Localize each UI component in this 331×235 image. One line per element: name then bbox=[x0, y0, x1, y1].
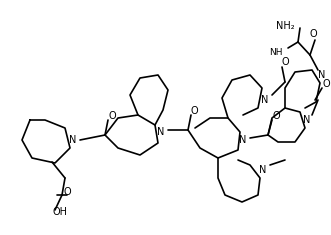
Text: N: N bbox=[318, 70, 326, 80]
Text: O: O bbox=[281, 57, 289, 67]
Text: NH₂: NH₂ bbox=[276, 21, 294, 31]
Text: N: N bbox=[303, 115, 311, 125]
Text: O: O bbox=[63, 187, 71, 197]
Text: N: N bbox=[259, 165, 267, 175]
Text: OH: OH bbox=[52, 207, 67, 217]
Text: O: O bbox=[190, 106, 198, 116]
Text: O: O bbox=[322, 79, 330, 89]
Text: N: N bbox=[157, 127, 165, 137]
Text: N: N bbox=[69, 135, 77, 145]
Text: N: N bbox=[261, 95, 269, 105]
Text: O: O bbox=[272, 111, 280, 121]
Text: NH: NH bbox=[269, 47, 283, 56]
Text: O: O bbox=[309, 29, 317, 39]
Text: N: N bbox=[239, 135, 247, 145]
Text: O: O bbox=[108, 111, 116, 121]
